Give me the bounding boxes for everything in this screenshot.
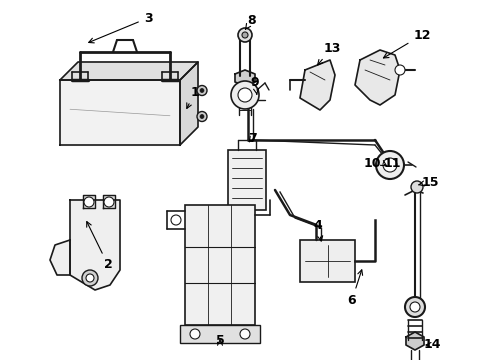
Polygon shape — [50, 240, 70, 275]
Polygon shape — [60, 62, 198, 80]
Text: 10: 10 — [363, 157, 381, 170]
Text: 8: 8 — [245, 14, 256, 30]
Polygon shape — [103, 195, 115, 208]
Circle shape — [190, 329, 200, 339]
Polygon shape — [180, 62, 198, 145]
Circle shape — [104, 197, 114, 207]
Circle shape — [238, 88, 252, 102]
Text: 12: 12 — [384, 28, 431, 58]
Text: 9: 9 — [251, 76, 259, 94]
Polygon shape — [355, 50, 400, 105]
Circle shape — [231, 81, 259, 109]
Circle shape — [200, 114, 204, 118]
Polygon shape — [70, 200, 120, 290]
Text: 5: 5 — [216, 333, 224, 346]
Text: 15: 15 — [418, 176, 439, 189]
Text: 7: 7 — [247, 131, 256, 144]
Text: 3: 3 — [89, 12, 152, 43]
Circle shape — [240, 329, 250, 339]
Text: 1: 1 — [187, 86, 199, 108]
Text: 13: 13 — [318, 41, 341, 65]
Bar — [300, 240, 355, 282]
Polygon shape — [83, 195, 95, 208]
Circle shape — [410, 302, 420, 312]
Circle shape — [238, 28, 252, 42]
Bar — [228, 150, 266, 210]
Circle shape — [405, 297, 425, 317]
Polygon shape — [60, 80, 180, 145]
Polygon shape — [406, 332, 424, 350]
Bar — [185, 205, 255, 325]
Text: 6: 6 — [348, 270, 363, 306]
Text: 4: 4 — [314, 219, 323, 241]
Circle shape — [197, 112, 207, 122]
Circle shape — [84, 197, 94, 207]
Circle shape — [395, 65, 405, 75]
Text: 11: 11 — [383, 157, 401, 170]
Polygon shape — [235, 70, 255, 86]
Circle shape — [376, 151, 404, 179]
Circle shape — [86, 274, 94, 282]
Circle shape — [200, 89, 204, 93]
Circle shape — [82, 270, 98, 286]
Polygon shape — [300, 60, 335, 110]
Circle shape — [242, 32, 248, 38]
Text: 2: 2 — [87, 222, 112, 271]
Text: 14: 14 — [423, 338, 441, 351]
Circle shape — [411, 181, 423, 193]
Circle shape — [197, 86, 207, 95]
Circle shape — [171, 215, 181, 225]
Bar — [180, 325, 260, 343]
Circle shape — [383, 158, 397, 172]
